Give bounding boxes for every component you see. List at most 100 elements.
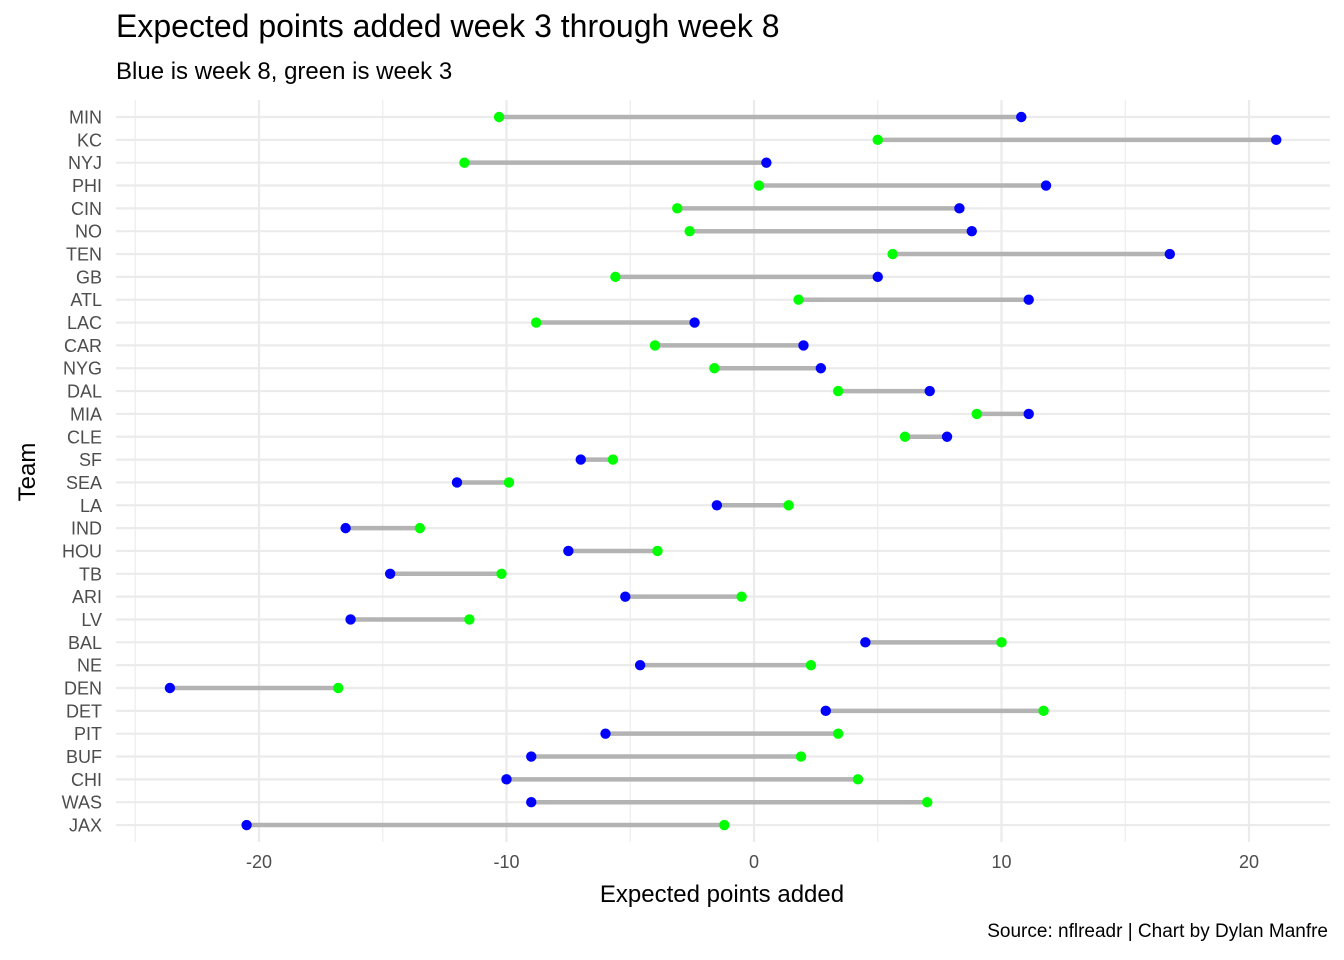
point-week3-bal [996,637,1007,648]
point-week3-tb [496,568,507,579]
point-week8-pit [600,728,611,739]
point-week8-phi [1040,180,1052,191]
point-week8-hou [563,545,574,557]
point-week3-chi [852,774,864,785]
point-week8-was [526,797,537,808]
y-tick-label: DET [66,701,102,721]
point-week8-sf [575,454,586,465]
y-tick-label: LA [80,496,102,516]
y-tick-label: NYG [63,359,102,379]
point-week8-sea [451,477,463,488]
point-week3-car [649,340,661,351]
point-week3-den [333,682,344,694]
point-week8-cle [941,431,953,442]
point-week3-ari [736,591,747,602]
y-tick-label: IND [71,519,102,539]
point-week8-mia [1023,408,1034,420]
y-tick-label: CLE [67,427,102,447]
point-week3-det [1038,705,1049,717]
point-week3-lv [464,614,475,625]
y-tick-label: TEN [66,245,102,265]
y-tick-label: CHI [71,770,102,790]
y-tick-label: LAC [67,313,102,333]
y-tick-label: ARI [72,587,102,607]
y-axis-title: Team [14,443,41,502]
point-week8-la [711,500,723,511]
point-week3-buf [795,751,807,762]
point-week3-hou [652,545,663,557]
point-week8-ne [634,659,646,671]
point-week8-jax [241,819,252,831]
point-week3-cin [672,203,683,214]
point-week8-buf [526,751,537,762]
point-week8-min [1016,111,1027,123]
y-tick-label: NE [77,656,102,676]
points [164,111,1282,831]
point-week8-car [798,340,809,351]
y-tick-label: TB [79,564,102,584]
y-tick-label: BAL [68,633,102,653]
y-tick-label: CIN [71,199,102,219]
point-week3-gb [610,271,621,283]
point-week3-no [684,226,695,237]
point-week3-was [922,797,933,808]
y-tick-label: PHI [72,176,102,196]
y-tick-label: ATL [70,290,102,310]
x-tick-label: -10 [493,852,519,872]
y-tick-label: SEA [66,473,102,493]
y-tick-label: NO [75,222,102,242]
y-tick-label: HOU [62,541,102,561]
point-week3-cle [899,431,911,442]
point-week8-tb [384,568,396,579]
point-week8-den [164,682,176,694]
y-tick-label: WAS [62,793,102,813]
point-week3-ne [805,659,817,671]
y-tick-label: DAL [67,382,102,402]
point-week3-lac [531,317,542,328]
point-week3-atl [793,294,804,305]
point-week3-pit [832,728,844,739]
point-week8-lv [345,614,356,625]
point-week8-cin [954,203,965,214]
point-week8-no [966,226,977,237]
point-week8-lac [689,317,700,328]
chart-caption: Source: nflreadr | Chart by Dylan Manfre [987,921,1328,942]
point-week3-ten [887,248,898,260]
x-tick-label: 20 [1239,852,1259,872]
point-week8-ind [340,522,351,534]
x-tick-label: 0 [749,852,759,872]
y-tick-label: MIN [69,108,102,128]
point-week3-sea [503,477,515,488]
x-tick-labels: -20 -10 0 10 20 [246,852,1259,872]
y-tick-label: BUF [66,747,102,767]
x-tick-label: 10 [991,852,1011,872]
point-week3-sf [607,454,619,465]
y-tick-label: NYJ [68,153,102,173]
point-week8-ari [620,591,631,602]
y-tick-label: MIA [70,404,102,424]
y-tick-label: DEN [64,679,102,699]
grid-lines [116,100,1330,842]
point-week3-mia [971,408,982,420]
point-week8-ten [1164,248,1176,260]
point-week3-phi [753,180,765,191]
x-tick-label: -20 [246,852,272,872]
y-tick-label: CAR [64,336,102,356]
point-week8-atl [1023,294,1034,305]
point-week3-nyj [459,157,470,168]
point-week8-det [820,705,831,717]
x-axis-title: Expected points added [600,881,844,908]
point-week8-nyj [761,157,772,168]
y-tick-label: LV [81,610,102,630]
point-week3-ind [414,522,426,534]
point-week8-kc [1271,134,1282,146]
point-week3-dal [832,385,844,397]
chart-subtitle: Blue is week 8, green is week 3 [116,58,453,85]
point-week3-min [493,111,505,123]
y-tick-label: JAX [69,816,102,836]
y-tick-label: SF [79,450,102,470]
point-week8-dal [924,385,935,397]
point-week8-chi [501,774,512,785]
